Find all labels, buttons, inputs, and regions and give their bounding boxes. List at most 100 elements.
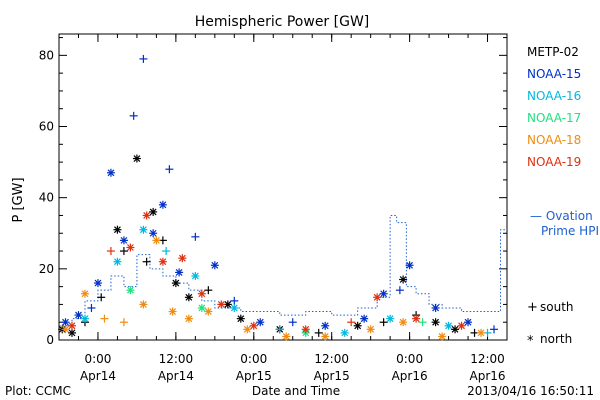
data-point-metp-02-south	[119, 247, 128, 256]
ovation-series	[59, 214, 507, 327]
x-tick-date-label: Apr14	[158, 369, 194, 383]
data-point-noaa-18-north	[399, 318, 408, 327]
y-tick-label: 20	[39, 262, 54, 276]
data-point-metp-02-north	[223, 300, 232, 309]
x-tick-time-label: 12:00	[470, 352, 505, 366]
data-point-noaa-19-north	[158, 257, 167, 266]
data-point-noaa-18-south	[119, 318, 128, 327]
data-point-noaa-18-north	[438, 332, 447, 341]
data-point-noaa-19-north	[412, 314, 421, 323]
data-point-noaa-17-north	[126, 286, 135, 295]
data-point-noaa-19-south	[347, 318, 356, 327]
x-axis-label: Date and Time	[252, 384, 340, 398]
data-point-noaa-15-north	[464, 318, 473, 327]
data-point-metp-02-south	[204, 286, 213, 295]
data-point-noaa-17-north	[197, 303, 206, 312]
data-point-noaa-18-north	[80, 289, 89, 298]
data-point-noaa-15-south	[139, 54, 148, 63]
x-tick-date-label: Apr16	[470, 369, 506, 383]
data-point-metp-02-south	[97, 293, 106, 302]
legend-entry: NOAA-19	[527, 155, 581, 169]
data-point-metp-02-south	[379, 318, 388, 327]
x-tick-date-label: Apr16	[392, 369, 428, 383]
north-marker-label: north	[540, 332, 572, 346]
legend-entry: NOAA-17	[527, 111, 581, 125]
legend-entry: NOAA-16	[527, 89, 581, 103]
data-point-metp-02-south	[314, 328, 323, 337]
data-point-noaa-15-north	[360, 314, 369, 323]
ovation-hpi-line	[59, 214, 507, 327]
data-point-noaa-15-south	[129, 111, 138, 120]
chart-title: Hemispheric Power [GW]	[195, 14, 370, 30]
data-point-noaa-19-north	[373, 293, 382, 302]
data-point-noaa-18-south	[100, 314, 109, 323]
legend: METP-02 NOAA-15 NOAA-16 NOAA-17 NOAA-18 NOAA-…	[527, 45, 581, 169]
data-point-metp-02-north	[184, 293, 193, 302]
x-tick-date-label: Apr15	[314, 369, 350, 383]
x-tick-time-label: 0:00	[240, 352, 267, 366]
data-point-noaa-15-north	[149, 229, 158, 238]
y-tick-label: 60	[39, 120, 54, 134]
data-point-noaa-15-south	[230, 296, 239, 305]
data-point-noaa-19-north	[217, 300, 226, 309]
data-point-metp-02-north	[399, 275, 408, 284]
data-point-metp-02-north	[113, 225, 122, 234]
data-point-noaa-18-north	[152, 236, 161, 245]
data-point-noaa-19-south	[106, 247, 115, 256]
data-point-noaa-16-north	[230, 303, 239, 312]
data-point-noaa-18-north	[61, 325, 70, 334]
data-point-noaa-15-south	[165, 165, 174, 174]
data-point-metp-02-north	[431, 318, 440, 327]
data-point-noaa-15-north	[158, 200, 167, 209]
data-point-noaa-18-north	[184, 314, 193, 323]
data-point-metp-02-north	[171, 279, 180, 288]
data-point-noaa-16-north	[340, 328, 349, 337]
data-point-noaa-16-south	[275, 325, 284, 334]
data-point-noaa-18-north	[204, 307, 213, 316]
data-point-noaa-15-south	[490, 325, 499, 334]
data-point-noaa-19-north	[197, 289, 206, 298]
data-point-noaa-19-north	[457, 321, 466, 330]
south-marker-label: south	[540, 300, 574, 314]
data-point-metp-02-north	[132, 154, 141, 163]
marker-key-north: * north	[527, 332, 572, 349]
legend-entry: METP-02	[527, 45, 579, 59]
data-point-metp-02-north	[149, 207, 158, 216]
x-tick-time-label: 0:00	[84, 352, 111, 366]
marker-key-south: + south	[527, 300, 574, 315]
data-point-noaa-15-north	[379, 289, 388, 298]
y-tick-label: 80	[39, 48, 54, 62]
data-point-noaa-18-north	[477, 328, 486, 337]
data-point-noaa-15-north	[431, 303, 440, 312]
data-point-metp-02-north	[353, 321, 362, 330]
data-point-noaa-15-north	[93, 279, 102, 288]
ovation-label-line1: — Ovation	[530, 209, 593, 223]
data-point-metp-02-north	[67, 328, 76, 337]
y-axis-ticks: 0 20 40 60 80	[39, 37, 507, 347]
data-point-noaa-16-north	[386, 314, 395, 323]
plot-timestamp: 2013/04/16 16:50:11	[467, 384, 594, 398]
x-tick-time-label: 0:00	[396, 352, 423, 366]
data-point-noaa-19-north	[67, 321, 76, 330]
x-tick-date-label: Apr14	[80, 369, 116, 383]
data-point-noaa-17-south	[418, 318, 427, 327]
data-point-noaa-18-north	[366, 325, 375, 334]
data-point-metp-02-south	[142, 257, 151, 266]
legend-entry: NOAA-15	[527, 67, 581, 81]
data-point-noaa-15-north	[119, 236, 128, 245]
x-tick-date-label: Apr15	[236, 369, 272, 383]
data-point-noaa-15-north	[405, 261, 414, 270]
data-point-noaa-16-north	[191, 271, 200, 280]
data-point-noaa-16-north	[113, 257, 122, 266]
data-point-noaa-16-south	[162, 247, 171, 256]
data-point-noaa-15-south	[87, 303, 96, 312]
data-point-noaa-19-north	[126, 243, 135, 252]
south-marker-symbol: +	[527, 300, 538, 315]
data-point-noaa-15-north	[106, 168, 115, 177]
x-axis-ticks: 0:00 Apr14 12:00 Apr14 0:00 Apr15 12:00 Apr15 0:…	[58, 34, 508, 383]
plot-credit: Plot: CCMC	[5, 384, 71, 398]
data-point-noaa-19-north	[178, 254, 187, 263]
data-point-noaa-15-north	[74, 311, 83, 320]
y-tick-label: 0	[46, 333, 54, 347]
